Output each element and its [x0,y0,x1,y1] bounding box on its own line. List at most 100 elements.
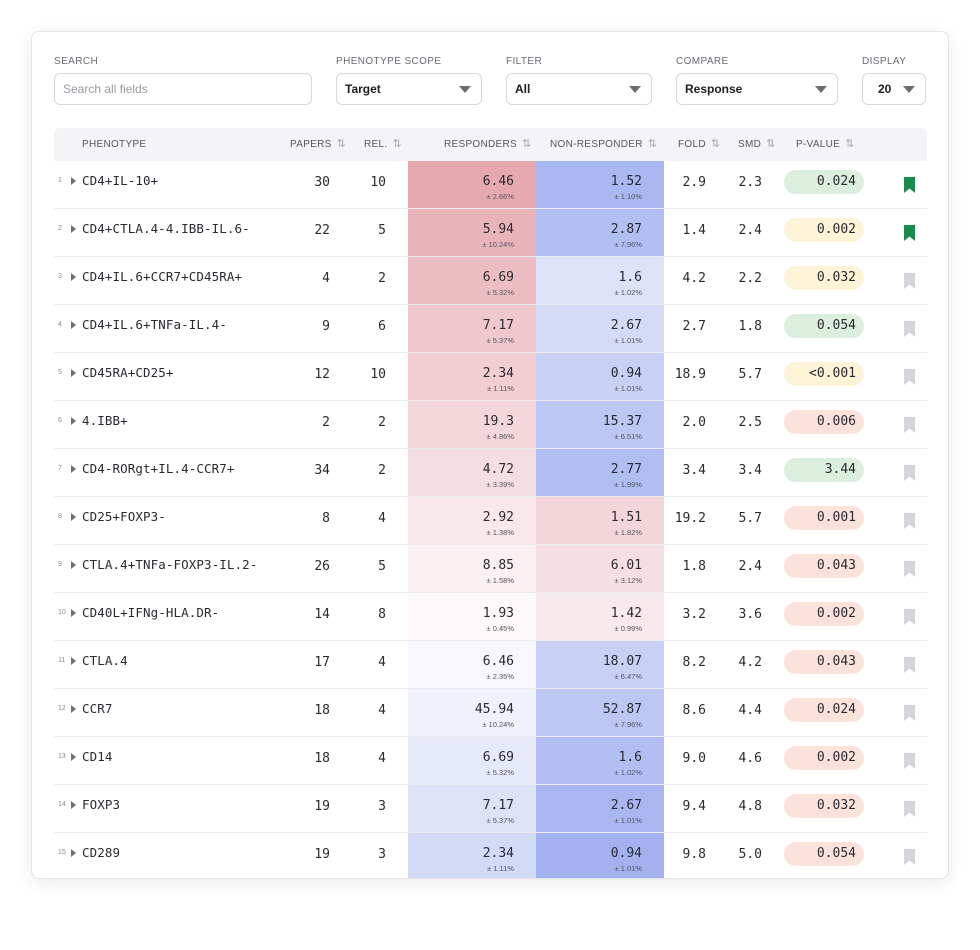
table-row[interactable]: 3 CD4+IL.6+CCR7+CD45RA+ 4 2 6.69 ± 5.32% 1.6 ± … [54,257,927,305]
col-smd-label: SMD [738,139,762,150]
display-select[interactable]: 20 [862,73,926,105]
papers-value: 22 [314,223,330,238]
smd-value: 4.2 [738,655,762,670]
pvalue-badge: 0.043 [784,554,864,578]
col-rel[interactable]: REL. ⇅ [364,128,402,161]
table-row[interactable]: 5 CD45RA+CD25+ 12 10 2.34 ± 1.11% 0.94 ± 1.01% 1… [54,353,927,401]
bookmark-icon[interactable] [904,705,915,721]
search-field: SEARCH Search all fields [54,56,312,105]
row-index: 14 [58,801,66,808]
pvalue-badge: 0.032 [784,266,864,290]
non-responder-sd: ± 0.99% [614,624,642,633]
responders-value: 6.46 [482,654,514,669]
responders-sd: ± 5.37% [486,336,514,345]
col-responders[interactable]: RESPONDERS ⇅ [444,128,532,161]
bookmark-icon[interactable] [904,273,915,289]
table-row[interactable]: 1 CD4+IL-10+ 30 10 6.46 ± 2.66% 1.52 ± 1.10% 2.9… [54,161,927,209]
responders-value: 2.34 [482,846,514,861]
table-row[interactable]: 8 CD25+FOXP3- 8 4 2.92 ± 1.38% 1.51 ± 1.82% 19.2… [54,497,927,545]
responders-value: 7.17 [482,798,514,813]
bookmark-icon[interactable] [904,801,915,817]
expand-caret-icon[interactable] [71,465,76,473]
expand-caret-icon[interactable] [71,561,76,569]
bookmark-icon[interactable] [904,561,915,577]
table-row[interactable]: 11 CTLA.4 17 4 6.46 ± 2.35% 18.07 ± 6.47% 8.2 4.2… [54,641,927,689]
bookmark-icon[interactable] [904,609,915,625]
fold-value: 18.9 [674,367,706,382]
bookmark-icon[interactable] [904,417,915,433]
filter-select[interactable]: All [506,73,652,105]
smd-value: 4.8 [738,799,762,814]
bookmark-icon[interactable] [904,225,915,241]
table-row[interactable]: 2 CD4+CTLA.4-4.IBB-IL.6- 22 5 5.94 ± 10.24% 2.… [54,209,927,257]
col-phenotype-label: PHENOTYPE [82,139,147,150]
non-responder-value: 2.87 [610,222,642,237]
expand-caret-icon[interactable] [71,849,76,857]
expand-caret-icon[interactable] [71,705,76,713]
phenotype-name: CD289 [82,845,121,860]
phenotype-name: CD4+IL-10+ [82,173,159,188]
search-input[interactable]: Search all fields [54,73,312,105]
pvalue-badge: 0.002 [784,602,864,626]
expand-caret-icon[interactable] [71,801,76,809]
pvalue-badge: 0.054 [784,314,864,338]
col-papers[interactable]: PAPERS ⇅ [290,128,346,161]
expand-caret-icon[interactable] [71,657,76,665]
bookmark-icon[interactable] [904,657,915,673]
expand-caret-icon[interactable] [71,321,76,329]
smd-value: 2.2 [738,271,762,286]
responders-sd: ± 10.24% [482,720,514,729]
table-row[interactable]: 14 FOXP3 19 3 7.17 ± 5.37% 2.67 ± 1.01% 9.4 4.8 0.… [54,785,927,833]
non-responder-cell: 1.52 ± 1.10% [536,161,664,208]
col-non-responder[interactable]: NON-RESPONDER ⇅ [550,128,657,161]
col-phenotype[interactable]: PHENOTYPE [82,128,146,161]
table-row[interactable]: 6 4.IBB+ 2 2 19.3 ± 4.86% 15.37 ± 6.51% 2.0 2.5 0.… [54,401,927,449]
expand-caret-icon[interactable] [71,513,76,521]
col-fold[interactable]: FOLD ⇅ [678,128,720,161]
papers-value: 18 [314,751,330,766]
row-index: 1 [58,177,62,184]
expand-caret-icon[interactable] [71,417,76,425]
phenotype-scope-label: PHENOTYPE SCOPE [336,56,442,67]
pvalue-badge: 0.043 [784,650,864,674]
expand-caret-icon[interactable] [71,177,76,185]
table-row[interactable]: 15 CD289 19 3 2.34 ± 1.11% 0.94 ± 1.01% 9.8 5.0 0.… [54,833,927,878]
non-responder-cell: 18.07 ± 6.47% [536,641,664,688]
row-index: 12 [58,705,66,712]
table-row[interactable]: 13 CD14 18 4 6.69 ± 5.32% 1.6 ± 1.02% 9.0 4.6 0.00… [54,737,927,785]
responders-value: 45.94 [474,702,514,717]
table-row[interactable]: 9 CTLA.4+TNFa-FOXP3-IL.2- 26 5 8.85 ± 1.58% 6.… [54,545,927,593]
bookmark-icon[interactable] [904,177,915,193]
col-pvalue[interactable]: P-VALUE ⇅ [796,128,855,161]
papers-value: 8 [322,511,330,526]
phenotype-scope-select[interactable]: Target [336,73,482,105]
responders-cell: 19.3 ± 4.86% [408,401,536,448]
compare-select[interactable]: Response [676,73,838,105]
pvalue-badge: 0.002 [784,746,864,770]
sort-icon: ⇅ [845,138,855,150]
display-field: DISPLAY 20 [862,56,926,105]
bookmark-icon[interactable] [904,513,915,529]
non-responder-value: 1.51 [610,510,642,525]
col-smd[interactable]: SMD ⇅ [738,128,776,161]
smd-value: 3.6 [738,607,762,622]
non-responder-sd: ± 3.12% [614,576,642,585]
expand-caret-icon[interactable] [71,225,76,233]
table-row[interactable]: 10 CD40L+IFNg-HLA.DR- 14 8 1.93 ± 0.45% 1.42 ± … [54,593,927,641]
bookmark-icon[interactable] [904,369,915,385]
bookmark-icon[interactable] [904,465,915,481]
expand-caret-icon[interactable] [71,369,76,377]
non-responder-cell: 1.51 ± 1.82% [536,497,664,544]
col-papers-label: PAPERS [290,139,332,150]
papers-value: 17 [314,655,330,670]
phenotype-name: 4.IBB+ [82,413,128,428]
bookmark-icon[interactable] [904,321,915,337]
table-row[interactable]: 4 CD4+IL.6+TNFa-IL.4- 9 6 7.17 ± 5.37% 2.67 ± 1… [54,305,927,353]
bookmark-icon[interactable] [904,849,915,865]
expand-caret-icon[interactable] [71,609,76,617]
table-row[interactable]: 7 CD4-RORgt+IL.4-CCR7+ 34 2 4.72 ± 3.39% 2.77 ±… [54,449,927,497]
bookmark-icon[interactable] [904,753,915,769]
expand-caret-icon[interactable] [71,273,76,281]
table-row[interactable]: 12 CCR7 18 4 45.94 ± 10.24% 52.87 ± 7.96% 8.6 4.4… [54,689,927,737]
expand-caret-icon[interactable] [71,753,76,761]
